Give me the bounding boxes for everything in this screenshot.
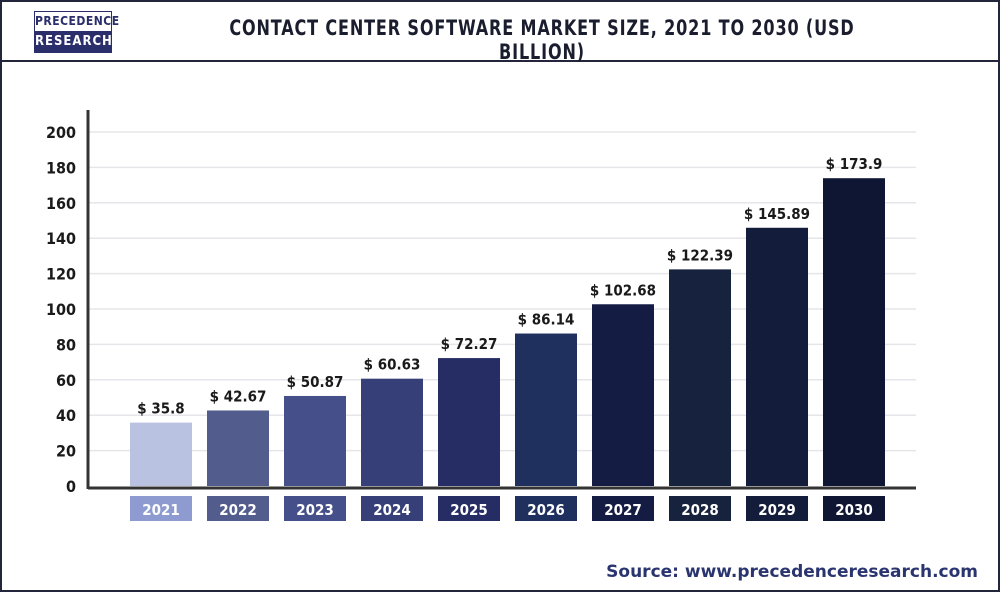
y-tick-label: 20 xyxy=(56,442,76,461)
bar-2021 xyxy=(130,422,192,486)
y-tick-label: 200 xyxy=(46,123,76,142)
header: PRECEDENCE RESEARCH CONTACT CENTER SOFTW… xyxy=(2,2,998,64)
y-tick-label: 100 xyxy=(46,300,76,319)
bar-2030 xyxy=(823,178,885,486)
y-tick-label: 0 xyxy=(66,477,76,496)
data-label: $ 122.39 xyxy=(667,246,733,264)
x-label-box xyxy=(746,496,808,521)
x-tick-label: 2021 xyxy=(142,501,180,519)
bar-2023 xyxy=(284,395,346,486)
x-tick-label: 2028 xyxy=(681,501,719,519)
data-label: $ 102.68 xyxy=(590,281,656,299)
y-tick-label: 160 xyxy=(46,194,76,213)
x-tick-label: 2030 xyxy=(835,501,873,519)
data-label: $ 35.8 xyxy=(137,400,184,418)
logo-line2: RESEARCH xyxy=(35,31,112,52)
y-tick-label: 140 xyxy=(46,229,76,248)
y-tick-label: 180 xyxy=(46,158,76,177)
y-tick-label: 120 xyxy=(46,265,76,284)
bar-2024 xyxy=(361,378,423,486)
x-tick-label: 2022 xyxy=(219,501,257,519)
x-label-box xyxy=(361,496,423,521)
x-label-box xyxy=(592,496,654,521)
x-label-box xyxy=(207,496,269,521)
y-tick-label: 60 xyxy=(56,371,76,390)
data-label: $ 50.87 xyxy=(287,373,344,391)
data-label: $ 173.9 xyxy=(826,155,883,173)
data-label: $ 72.27 xyxy=(441,335,498,353)
data-label: $ 145.89 xyxy=(744,205,810,223)
chart-title: CONTACT CENTER SOFTWARE MARKET SIZE, 202… xyxy=(229,16,855,64)
data-label: $ 60.63 xyxy=(364,356,421,374)
x-label-box xyxy=(130,496,192,521)
bar-2027 xyxy=(592,304,654,486)
logo-line1: PRECEDENCE xyxy=(35,12,119,31)
x-tick-label: 2027 xyxy=(604,501,642,519)
x-label-box xyxy=(515,496,577,521)
x-label-box xyxy=(438,496,500,521)
y-tick-label: 80 xyxy=(56,335,76,354)
data-label: $ 86.14 xyxy=(518,311,575,329)
x-tick-label: 2023 xyxy=(296,501,334,519)
data-label: $ 42.67 xyxy=(210,387,267,405)
y-tick-label: 40 xyxy=(56,406,76,425)
bar-2026 xyxy=(515,333,577,486)
x-label-box xyxy=(284,496,346,521)
x-tick-label: 2029 xyxy=(758,501,796,519)
x-label-box xyxy=(669,496,731,521)
x-label-box xyxy=(823,496,885,521)
bar-2025 xyxy=(438,358,500,486)
bar-2022 xyxy=(207,410,269,486)
x-tick-label: 2025 xyxy=(450,501,488,519)
bar-2029 xyxy=(746,227,808,486)
precedence-research-logo: PRECEDENCE RESEARCH xyxy=(34,11,119,53)
x-tick-label: 2026 xyxy=(527,501,565,519)
bar-2028 xyxy=(669,269,731,486)
source-text: Source: www.precedenceresearch.com xyxy=(606,562,978,582)
x-tick-label: 2024 xyxy=(373,501,411,519)
